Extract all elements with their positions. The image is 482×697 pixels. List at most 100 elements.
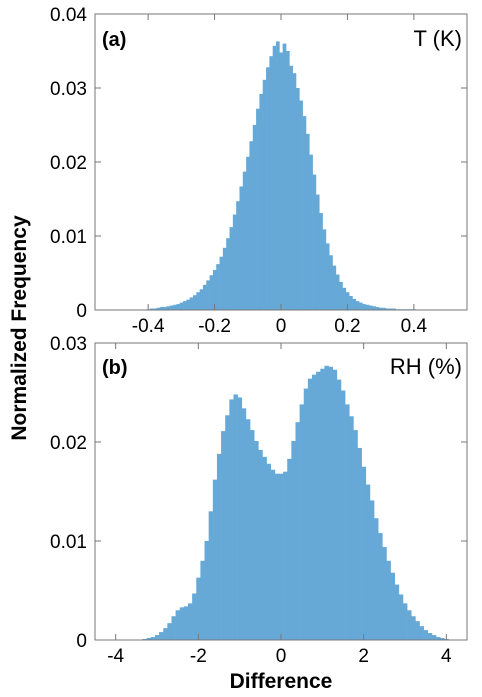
histogram-bar-a	[365, 304, 370, 310]
histogram-bar-b	[216, 453, 222, 640]
histogram-bar-b	[415, 621, 420, 640]
histogram-bar-b	[233, 394, 238, 640]
panel-b-relative-humidity: -4 -2 0 2 4 0 0.01 0.02 0.03 (b) RH (%)	[50, 334, 468, 667]
ticks-a: -0.4 -0.2 0 0.2 0.4 0 0.01 0.02 0.03 0.04	[50, 5, 467, 337]
histogram-bar-b	[258, 449, 263, 640]
histogram-bar-a	[332, 265, 337, 310]
panel-a-label: (a)	[102, 29, 126, 51]
bars-b	[142, 365, 449, 640]
histogram-bar-a	[359, 302, 363, 310]
panel-b-label: (b)	[102, 357, 128, 379]
histogram-bar-a	[199, 289, 204, 310]
histogram-bar-a	[339, 281, 343, 310]
histogram-bar-a	[252, 125, 257, 310]
histogram-bar-b	[237, 397, 243, 640]
histogram-bar-a	[272, 45, 277, 310]
histogram-bar-b	[303, 388, 309, 640]
histogram-bar-a	[325, 243, 330, 310]
histogram-bar-b	[369, 500, 375, 640]
x-tick-label-b: -2	[190, 646, 207, 667]
x-tick-label-a: -0.2	[198, 316, 231, 337]
histogram-bar-b	[427, 633, 433, 640]
histogram-bar-a	[222, 247, 227, 310]
x-tick-label-b: 2	[358, 646, 369, 667]
histogram-bar-a	[282, 43, 287, 310]
histogram-bar-a	[256, 108, 260, 310]
y-axis-title: Normalized Frequency	[8, 215, 31, 441]
y-tick-label-a: 0.02	[50, 153, 87, 174]
x-tick-label-a: -0.4	[132, 316, 165, 337]
ticks-b: -4 -2 0 2 4 0 0.01 0.02 0.03	[50, 334, 467, 667]
panel-a-variable-label: T (K)	[414, 26, 462, 51]
histogram-bar-b	[278, 473, 284, 640]
histogram-bar-b	[440, 638, 445, 640]
histogram-bar-a	[262, 79, 267, 310]
y-tick-label-a: 0	[76, 301, 87, 322]
histogram-bar-a	[319, 213, 323, 310]
histogram-bar-a	[335, 274, 340, 310]
histogram-bar-b	[431, 635, 437, 640]
histogram-bar-b	[171, 616, 176, 640]
histogram-bar-a	[153, 308, 157, 310]
histogram-bar-a	[289, 65, 293, 310]
histogram-bar-b	[283, 471, 288, 640]
histogram-bar-b	[349, 416, 354, 640]
histogram-bar-a	[236, 201, 240, 310]
histogram-bar-a	[305, 133, 310, 310]
histogram-bar-b	[419, 626, 424, 640]
histogram-bar-b	[150, 637, 156, 640]
x-axis-title: Difference	[230, 670, 333, 693]
histogram-bar-a	[329, 255, 333, 310]
histogram-bar-b	[320, 368, 325, 640]
histogram-bar-b	[241, 408, 247, 640]
histogram-bar-b	[167, 623, 172, 640]
histogram-bar-b	[254, 441, 259, 640]
x-tick-label-b: -4	[107, 646, 124, 667]
histogram-bar-b	[163, 628, 168, 640]
y-tick-label-a: 0.01	[50, 227, 87, 248]
y-tick-label-a: 0.04	[50, 5, 87, 26]
histogram-bar-a	[229, 227, 234, 310]
x-tick-label-a: 0.2	[334, 316, 360, 337]
histogram-bar-b	[307, 378, 313, 640]
histogram-bar-a	[163, 307, 167, 310]
histogram-bar-b	[316, 371, 321, 640]
histogram-bar-a	[299, 100, 303, 310]
histogram-bar-b	[423, 630, 429, 640]
histogram-bar-a	[302, 116, 307, 311]
histogram-bar-b	[208, 511, 214, 640]
histogram-bar-a	[349, 295, 353, 310]
histogram-bar-a	[309, 154, 313, 310]
histogram-bar-b	[200, 560, 205, 640]
histogram-bar-b	[196, 577, 201, 640]
histogram-bar-a	[239, 186, 244, 310]
histogram-bar-a	[375, 307, 380, 310]
bars-a	[146, 41, 416, 311]
histogram-bar-a	[372, 306, 377, 310]
histogram-bar-b	[274, 473, 280, 640]
histogram-bar-a	[392, 308, 396, 310]
histogram-bar-a	[232, 214, 237, 310]
histogram-bar-a	[312, 174, 317, 310]
x-tick-label-a: 0	[276, 316, 287, 337]
histogram-bar-b	[407, 610, 412, 640]
histogram-bar-a	[259, 93, 264, 310]
histogram-bar-a	[176, 304, 181, 310]
histogram-bar-a	[342, 287, 347, 310]
histogram-bar-b	[398, 594, 404, 640]
histogram-bar-a	[388, 308, 393, 310]
histogram-bar-b	[411, 616, 416, 640]
y-tick-label-a: 0.03	[50, 79, 87, 100]
histogram-bar-b	[345, 404, 350, 640]
x-tick-label-a: 0.4	[401, 316, 428, 337]
histogram-bar-a	[355, 301, 360, 310]
histogram-bar-b	[361, 466, 367, 640]
histogram-bar-b	[402, 603, 408, 640]
histogram-bar-a	[156, 307, 161, 310]
histogram-bar-a	[322, 229, 327, 310]
histogram-bar-a	[219, 256, 224, 310]
histogram-bar-b	[365, 484, 371, 640]
histogram-bar-b	[159, 632, 164, 640]
histogram-bar-a	[266, 67, 270, 310]
